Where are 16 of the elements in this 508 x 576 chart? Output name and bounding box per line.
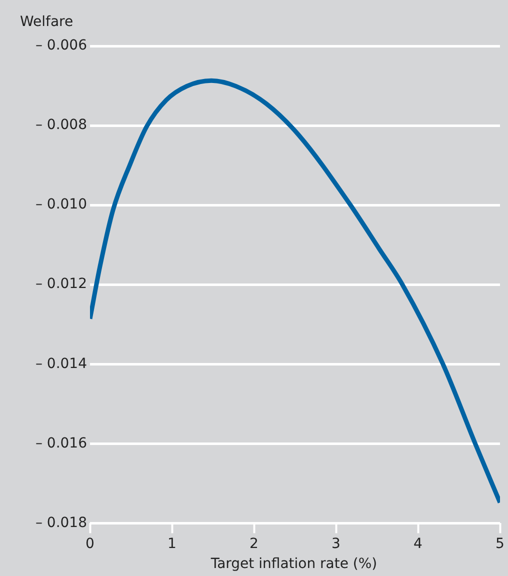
x-tick-label: 5 — [496, 536, 504, 552]
y-tick-label: – 0.006 — [35, 38, 88, 54]
y-tick-label: – 0.012 — [35, 276, 87, 292]
y-tick-label: – 0.018 — [35, 514, 87, 531]
x-tick-label: 2 — [250, 536, 258, 552]
y-axis-title: Welfare — [20, 14, 74, 30]
x-axis-title: Target inflation rate (%) — [210, 556, 378, 572]
y-tick-label: – 0.014 — [35, 356, 88, 372]
x-tick-label: 3 — [332, 536, 340, 552]
y-tick-label: – 0.008 — [35, 117, 87, 134]
y-tick-label: – 0.010 — [35, 196, 87, 213]
x-tick-label: 0 — [86, 536, 94, 552]
line-series — [90, 78, 500, 505]
x-tick-label: 1 — [168, 536, 176, 552]
y-tick-label: – 0.016 — [35, 435, 88, 452]
x-tick-label: 4 — [414, 536, 423, 552]
